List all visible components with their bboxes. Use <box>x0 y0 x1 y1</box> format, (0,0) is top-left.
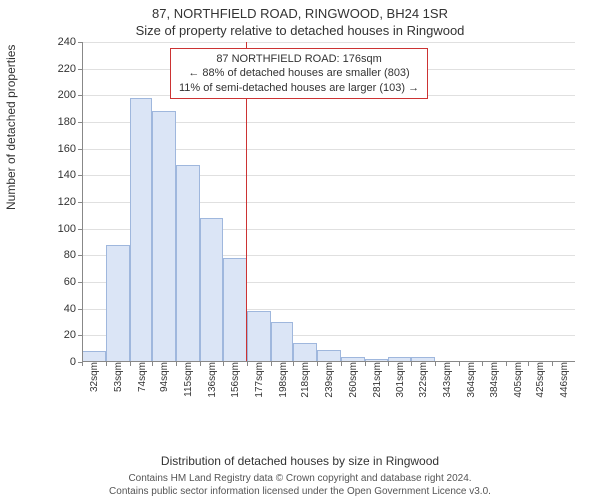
x-tick-mark <box>176 362 177 366</box>
x-tick-mark <box>528 362 529 366</box>
x-tick-label: 218sqm <box>298 362 311 398</box>
y-axis <box>82 42 83 362</box>
x-tick-mark <box>247 362 248 366</box>
y-tick-label: 120 <box>58 196 82 208</box>
x-tick-label: 405sqm <box>511 362 524 398</box>
chart-container: 02040608010012014016018020022024032sqm53… <box>50 42 575 412</box>
x-tick-mark <box>506 362 507 366</box>
x-tick-mark <box>317 362 318 366</box>
histogram-bar <box>106 245 130 362</box>
histogram-bar <box>293 343 317 362</box>
annotation-line-2: ← 88% of detached houses are smaller (80… <box>179 66 419 80</box>
x-tick-label: 301sqm <box>393 362 406 398</box>
gridline <box>82 42 575 43</box>
histogram-bar <box>152 111 176 362</box>
annotation-box: 87 NORTHFIELD ROAD: 176sqm← 88% of detac… <box>170 48 428 99</box>
x-tick-mark <box>435 362 436 366</box>
x-tick-label: 343sqm <box>440 362 453 398</box>
x-tick-mark <box>106 362 107 366</box>
x-tick-mark <box>411 362 412 366</box>
x-tick-mark <box>130 362 131 366</box>
histogram-bar <box>247 311 271 362</box>
x-tick-mark <box>271 362 272 366</box>
y-tick-label: 0 <box>70 356 82 368</box>
x-tick-mark <box>341 362 342 366</box>
y-tick-label: 140 <box>58 169 82 181</box>
histogram-bar <box>271 322 294 362</box>
x-tick-mark <box>552 362 553 366</box>
y-tick-label: 160 <box>58 143 82 155</box>
y-tick-label: 240 <box>58 36 82 48</box>
x-tick-label: 239sqm <box>322 362 335 398</box>
y-tick-label: 40 <box>64 303 82 315</box>
annotation-line-1: 87 NORTHFIELD ROAD: 176sqm <box>179 52 419 66</box>
x-tick-label: 136sqm <box>205 362 218 398</box>
x-tick-label: 364sqm <box>464 362 477 398</box>
y-tick-label: 100 <box>58 223 82 235</box>
x-tick-label: 198sqm <box>276 362 289 398</box>
x-tick-mark <box>365 362 366 366</box>
x-tick-label: 53sqm <box>111 362 124 392</box>
histogram-bar <box>223 258 247 362</box>
x-tick-mark <box>459 362 460 366</box>
x-tick-label: 322sqm <box>416 362 429 398</box>
x-tick-mark <box>82 362 83 366</box>
x-tick-mark <box>152 362 153 366</box>
page-title: 87, NORTHFIELD ROAD, RINGWOOD, BH24 1SR <box>0 0 600 21</box>
annotation-line-3: 11% of semi-detached houses are larger (… <box>179 81 419 95</box>
x-tick-label: 94sqm <box>157 362 170 392</box>
y-axis-label: Number of detached properties <box>4 45 18 210</box>
x-tick-mark <box>223 362 224 366</box>
y-tick-label: 60 <box>64 276 82 288</box>
y-tick-label: 220 <box>58 63 82 75</box>
x-tick-label: 281sqm <box>370 362 383 398</box>
footer-line-1: Contains HM Land Registry data © Crown c… <box>0 473 600 484</box>
x-tick-label: 177sqm <box>252 362 265 398</box>
page-subtitle: Size of property relative to detached ho… <box>0 21 600 38</box>
y-tick-label: 80 <box>64 249 82 261</box>
x-tick-label: 446sqm <box>557 362 570 398</box>
x-tick-label: 74sqm <box>135 362 148 392</box>
x-tick-mark <box>482 362 483 366</box>
x-tick-label: 425sqm <box>533 362 546 398</box>
x-tick-label: 156sqm <box>228 362 241 398</box>
x-axis-label: Distribution of detached houses by size … <box>0 454 600 468</box>
x-tick-label: 115sqm <box>181 362 194 397</box>
histogram-bar <box>200 218 223 362</box>
x-tick-label: 260sqm <box>346 362 359 398</box>
y-tick-label: 200 <box>58 89 82 101</box>
x-tick-mark <box>293 362 294 366</box>
footer-line-2: Contains public sector information licen… <box>0 486 600 497</box>
y-tick-label: 20 <box>64 329 82 341</box>
plot-area: 02040608010012014016018020022024032sqm53… <box>82 42 575 362</box>
histogram-bar <box>176 165 200 362</box>
histogram-bar <box>130 98 153 362</box>
x-tick-mark <box>200 362 201 366</box>
y-tick-label: 180 <box>58 116 82 128</box>
x-tick-label: 384sqm <box>487 362 500 398</box>
x-tick-label: 32sqm <box>87 362 100 392</box>
x-tick-mark <box>388 362 389 366</box>
